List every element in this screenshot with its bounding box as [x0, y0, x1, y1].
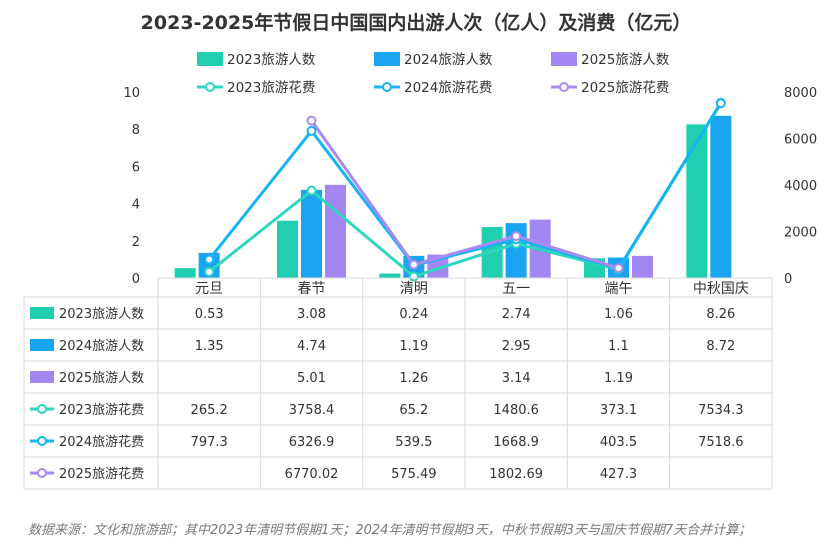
data-label: 6770.02	[285, 467, 339, 482]
point-2023旅游花费-元旦	[204, 266, 215, 277]
y-left-tick: 8	[132, 123, 140, 138]
table-row-label: 2024旅游花费	[59, 434, 144, 450]
table-key-2024旅游人数	[30, 339, 54, 351]
point-2023旅游花费-清明	[408, 271, 419, 282]
y-left-tick: 4	[132, 198, 140, 213]
table-key-marker-2025旅游花费	[37, 468, 47, 478]
data-label: 2.95	[502, 339, 531, 354]
data-label: 539.5	[395, 435, 432, 450]
legend-swatch-2023旅游人数	[197, 52, 223, 66]
point-2024旅游花费-元旦	[204, 254, 215, 265]
legend-swatch-2024旅游人数	[374, 52, 400, 66]
data-label: 1.06	[604, 307, 633, 322]
data-label: 1.35	[195, 339, 224, 354]
data-label: 65.2	[399, 403, 428, 418]
data-label: 8.72	[706, 339, 735, 354]
category-label: 清明	[400, 281, 428, 297]
data-label: 0.24	[399, 307, 428, 322]
point-2024旅游花费-春节	[306, 125, 317, 136]
table-row-label: 2023旅游花费	[59, 402, 144, 418]
data-label: 265.2	[191, 403, 228, 418]
line-2024旅游花费	[207, 102, 723, 271]
category-label: 五一	[502, 281, 530, 297]
y-right-tick: 0	[784, 272, 792, 287]
data-label: 403.5	[600, 435, 637, 450]
category-label: 元旦	[195, 281, 223, 297]
data-label: 1668.9	[493, 435, 539, 450]
y-left-tick: 6	[132, 160, 140, 175]
legend-marker-2025旅游花费	[559, 82, 569, 92]
legend-marker-2024旅游花费	[382, 82, 392, 92]
data-label: 1802.69	[489, 467, 543, 482]
data-label: 2.74	[502, 307, 531, 322]
y-left-tick: 2	[132, 235, 140, 250]
y-right-tick: 4000	[784, 179, 817, 194]
data-label: 4.74	[297, 339, 326, 354]
footnote: 数据来源：文化和旅游部；其中2023年清明节假期1天；2024年清明节假期3天，…	[28, 522, 751, 538]
legend-label-2024旅游人数: 2024旅游人数	[404, 52, 493, 68]
table-row-label: 2024旅游人数	[59, 339, 144, 354]
point-2025旅游花费-清明	[408, 259, 419, 270]
data-label: 7534.3	[698, 403, 744, 418]
legend-marker-2023旅游花费	[205, 82, 215, 92]
y-left-tick: 0	[132, 272, 140, 287]
bar-2023旅游人数-清明	[379, 273, 401, 278]
point-2025旅游花费-春节	[306, 115, 317, 126]
data-label: 3758.4	[289, 403, 335, 418]
legend-swatch-2025旅游人数	[551, 52, 577, 66]
data-label: 3.14	[502, 371, 531, 386]
legend-label-2024旅游花费: 2024旅游花费	[404, 80, 492, 96]
bar-2023旅游人数-春节	[277, 220, 298, 278]
category-label: 端午	[605, 281, 633, 297]
line-2025旅游花费	[310, 119, 619, 270]
data-label: 1.1	[608, 339, 629, 354]
data-label: 1.19	[604, 371, 633, 386]
legend-label-2023旅游人数: 2023旅游人数	[227, 52, 316, 68]
y-right-tick: 2000	[784, 226, 817, 241]
legend-label-2025旅游花费: 2025旅游花费	[581, 80, 669, 96]
data-label: 427.3	[600, 467, 637, 482]
data-label: 7518.6	[698, 435, 744, 450]
point-2023旅游花费-春节	[306, 185, 317, 196]
y-right-tick: 6000	[784, 133, 817, 148]
table-key-marker-2023旅游花费	[37, 404, 47, 414]
bar-2024旅游人数-元旦	[198, 252, 220, 278]
data-label: 8.26	[706, 307, 735, 322]
data-label: 3.08	[297, 307, 326, 322]
point-2025旅游花费-端午	[613, 263, 624, 274]
bar-2024旅游人数-春节	[301, 189, 322, 278]
bar-2025旅游人数-春节	[325, 184, 346, 278]
data-label: 1.26	[399, 371, 428, 386]
category-label: 春节	[298, 281, 326, 297]
bar-2025旅游人数-端午	[632, 255, 653, 278]
y-right-tick: 8000	[784, 86, 817, 101]
data-label: 575.49	[391, 467, 437, 482]
legend-label-2025旅游人数: 2025旅游人数	[581, 52, 670, 68]
category-label: 中秋国庆	[693, 281, 749, 297]
point-2025旅游花费-五一	[511, 231, 522, 242]
bar-2023旅游人数-元旦	[174, 268, 196, 278]
point-2024旅游花费-中秋国庆	[715, 98, 726, 109]
data-label: 1.19	[399, 339, 428, 354]
bar-2023旅游人数-中秋国庆	[686, 124, 708, 278]
table-row-label: 2025旅游人数	[59, 371, 144, 386]
data-label: 5.01	[297, 371, 326, 386]
table-key-2023旅游人数	[30, 307, 54, 319]
legend-label-2023旅游花费: 2023旅游花费	[227, 80, 315, 96]
table-row-label: 2023旅游人数	[59, 307, 144, 322]
data-label: 0.53	[195, 307, 224, 322]
table-key-2025旅游人数	[30, 371, 54, 383]
y-left-tick: 10	[123, 86, 140, 101]
data-label: 373.1	[600, 403, 637, 418]
data-label: 1480.6	[493, 403, 539, 418]
bar-2024旅游人数-中秋国庆	[710, 115, 732, 278]
data-label: 6326.9	[289, 435, 335, 450]
data-label: 797.3	[191, 435, 228, 450]
table-row-label: 2025旅游花费	[59, 466, 144, 482]
table-key-marker-2024旅游花费	[37, 436, 47, 446]
chart-title: 2023-2025年节假日中国国内出游人次（亿人）及消费（亿元）	[141, 11, 692, 34]
